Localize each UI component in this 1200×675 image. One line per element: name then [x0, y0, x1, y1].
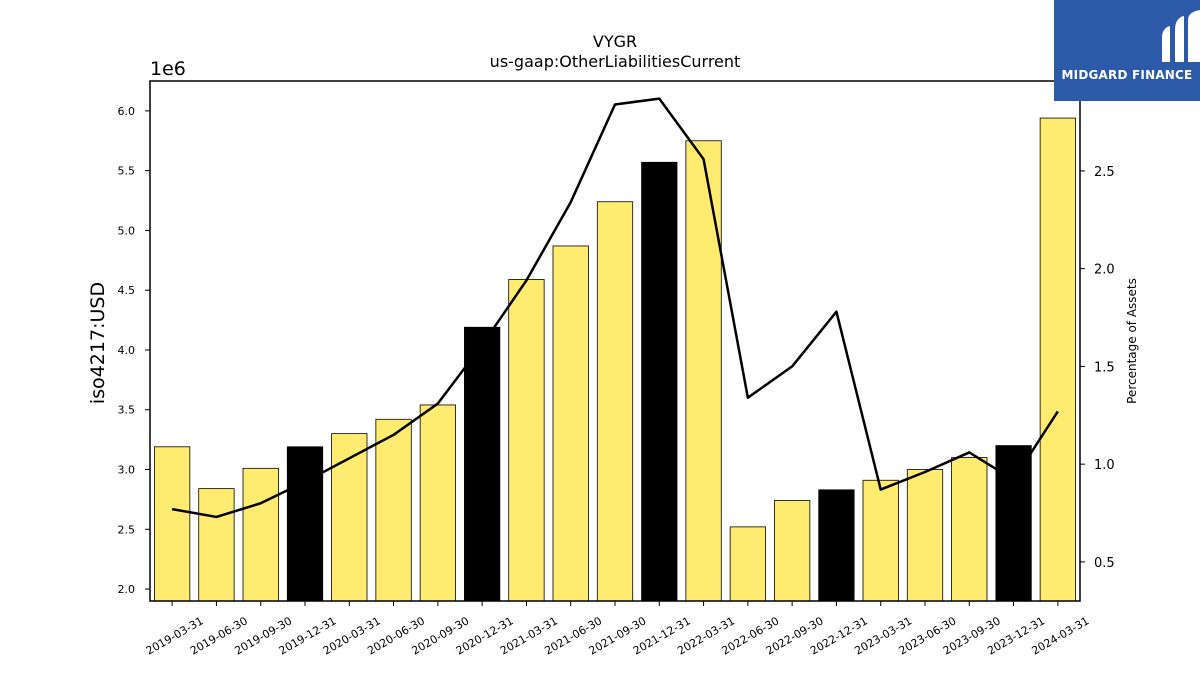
bar-2022-03-31 [685, 140, 722, 602]
bar-2021-09-30 [596, 201, 634, 602]
bar-2024-03-31 [1039, 117, 1076, 602]
y-tick-label: 6.0 [118, 105, 136, 118]
y-right-tick-label: 1.5 [1094, 360, 1115, 375]
bar-2023-03-31 [862, 479, 899, 602]
y-right-tick-label: 1.0 [1094, 458, 1115, 473]
y-right-tick-label: 0.5 [1094, 556, 1115, 571]
bar-2022-12-31 [818, 489, 855, 602]
bar-2020-09-30 [419, 404, 456, 602]
chart-title: VYGR [592, 32, 638, 51]
bars-group [154, 117, 1076, 602]
y-tick-label: 3.0 [118, 464, 136, 477]
x-axis: 2019-03-312019-06-302019-09-302019-12-31… [144, 601, 1091, 658]
bar-2022-09-30 [774, 500, 811, 602]
y-tick-label: 2.5 [118, 523, 136, 536]
bar-2021-12-31 [641, 161, 678, 602]
bar-2022-06-30 [729, 526, 766, 602]
bar-2020-06-30 [375, 418, 412, 602]
y-right-tick-label: 2.0 [1094, 263, 1115, 278]
y-tick-label: 5.0 [118, 224, 136, 237]
bar-2019-12-31 [286, 446, 324, 602]
percentage-line [171, 97, 1059, 519]
y-offset-label: 1e6 [150, 58, 186, 80]
bar-2023-09-30 [951, 457, 988, 602]
y-tick-label: 3.5 [118, 404, 136, 417]
bar-2021-06-30 [552, 245, 589, 602]
y-axis-right-label: Percentage of Assets [1125, 278, 1139, 404]
y-tick-label: 4.0 [118, 344, 136, 357]
bar-2023-12-31 [995, 445, 1032, 602]
line-group [171, 97, 1059, 519]
bar-2019-09-30 [242, 467, 279, 602]
chart-subtitle: us-gaap:OtherLiabilitiesCurrent [489, 52, 741, 71]
brand-logo: MIDGARD FINANCE [1054, 0, 1200, 101]
bar-2020-03-31 [331, 433, 368, 602]
y-tick-label: 4.5 [118, 284, 136, 297]
bar-2019-06-30 [198, 488, 235, 602]
bar-2021-03-31 [508, 279, 545, 602]
y-axis-left: 2.0 2.5 3.0 3.5 4.0 4.5 5.0 5.5 6.0 [118, 105, 150, 596]
y-axis-label: iso4217:USD [87, 282, 109, 404]
y-tick-label: 2.0 [118, 583, 136, 596]
y-tick-label: 5.5 [118, 165, 136, 178]
bar-2019-03-31 [154, 446, 191, 602]
y-axis-right: 0.5 1.0 1.5 2.0 2.5 [1080, 165, 1115, 571]
midgard-logo-icon [1162, 10, 1200, 62]
y-right-tick-label: 2.5 [1094, 165, 1115, 180]
brand-name: MIDGARD FINANCE [1061, 68, 1193, 82]
bar-2020-12-31 [464, 326, 501, 602]
bar-2023-06-30 [906, 469, 944, 602]
